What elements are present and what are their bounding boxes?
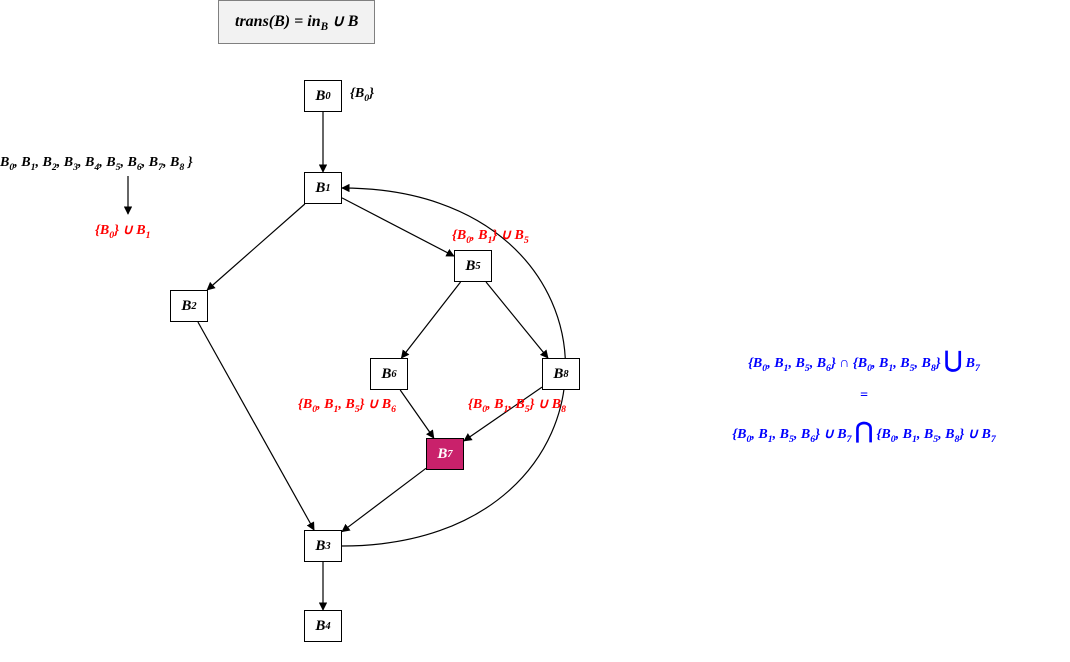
annotation: {B0, B1, B5} ∪ B8 <box>468 396 566 415</box>
annotation: {B0, B1, B5} ∪ B6 <box>298 396 396 415</box>
big-equation-line2: {B0, B1, B5, B6} ∪ B7 ⋂ {B0, B1, B5, B8}… <box>664 418 1064 445</box>
node-b5: B5 <box>454 250 492 282</box>
big-equation-equals: = <box>664 388 1064 404</box>
annotation: {B0, B1} ∪ B5 <box>452 227 529 246</box>
node-b4: B4 <box>304 610 342 642</box>
side-calc-output: {B0} ∪ B1 <box>95 222 151 241</box>
annotation: {B0} <box>350 86 374 104</box>
node-b2: B2 <box>170 290 208 322</box>
big-equation: {B0, B1, B5, B6} ∩ {B0, B1, B5, B8} ⋃ B7… <box>664 347 1064 445</box>
formula-box: trans(B) = inB ∪ B <box>218 0 375 44</box>
graph-edges <box>0 0 1070 662</box>
side-calc-input: B0, B1, B2, B3, B4, B5, B6, B7, B8 } <box>0 155 193 173</box>
node-b1: B1 <box>304 172 342 204</box>
formula-text: trans(B) = inB ∪ B <box>235 13 358 30</box>
node-b6: B6 <box>370 358 408 390</box>
node-b0: B0 <box>304 80 342 112</box>
node-b8: B8 <box>542 358 580 390</box>
big-equation-line1: {B0, B1, B5, B6} ∩ {B0, B1, B5, B8} ⋃ B7 <box>664 347 1064 374</box>
node-b7: B7 <box>426 438 464 470</box>
node-b3: B3 <box>304 530 342 562</box>
